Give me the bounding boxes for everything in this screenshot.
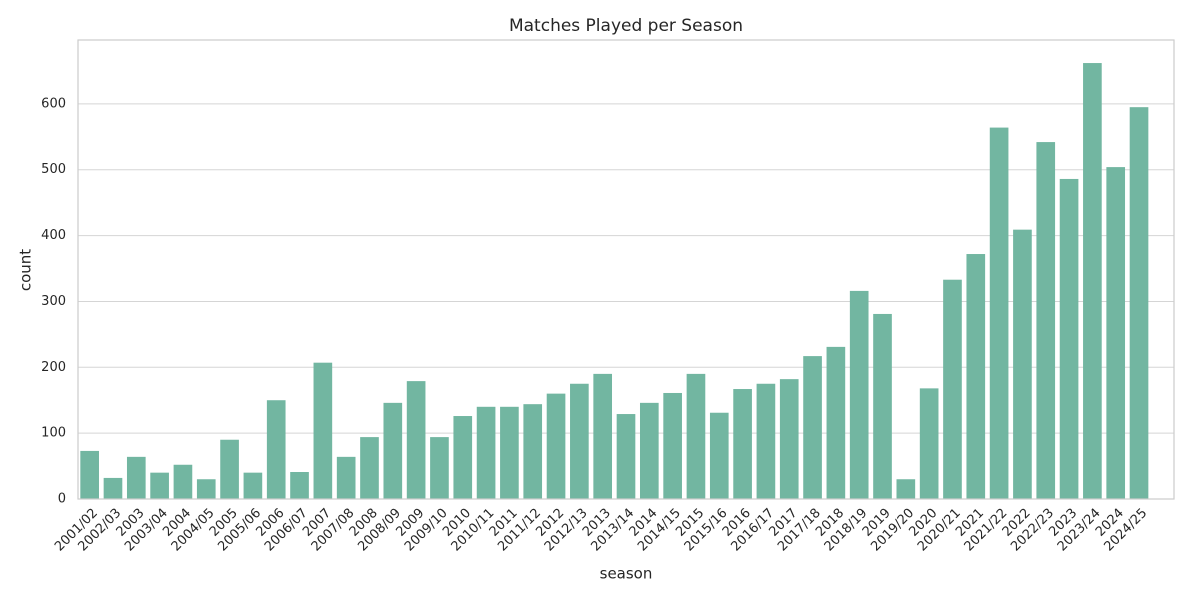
y-tick-label: 500 [41, 162, 66, 177]
bar [383, 402, 403, 499]
bar [196, 479, 216, 499]
bar [663, 392, 682, 499]
bar [406, 381, 426, 499]
chart-title: Matches Played per Season [509, 16, 743, 36]
bar [430, 437, 449, 499]
bar [500, 406, 519, 499]
y-tick-label: 400 [41, 228, 66, 243]
bar [756, 383, 776, 499]
bar [1106, 167, 1126, 499]
bar [873, 313, 892, 499]
bar [803, 356, 822, 499]
bar [1036, 142, 1056, 499]
bar [966, 254, 986, 499]
bar [616, 414, 636, 499]
bar [593, 373, 613, 499]
bar [570, 383, 589, 499]
y-tick-label: 600 [41, 96, 66, 111]
bar [1059, 178, 1079, 499]
bar [849, 290, 869, 499]
x-axis-label: season [600, 565, 653, 583]
bar [243, 472, 263, 499]
bar [523, 404, 543, 499]
bar [989, 127, 1009, 500]
bar [826, 346, 846, 499]
bar [290, 472, 309, 499]
y-tick-label: 0 [58, 492, 66, 507]
bar [266, 400, 286, 499]
bar [360, 437, 379, 499]
plot-frame [77, 39, 1175, 500]
bar [943, 279, 962, 499]
bar [476, 406, 496, 499]
bar [1013, 229, 1032, 499]
bar [313, 362, 333, 499]
bar [709, 412, 729, 499]
bar [336, 456, 356, 499]
y-tick-label: 200 [41, 360, 66, 375]
bar [173, 464, 193, 499]
bar [733, 389, 752, 499]
bar [220, 439, 239, 499]
y-tick-label: 300 [41, 294, 66, 309]
bar [1129, 107, 1149, 500]
y-tick-label: 100 [41, 426, 66, 441]
bar [126, 456, 146, 499]
bar [103, 477, 123, 499]
bar [919, 388, 939, 499]
bar [779, 379, 799, 499]
bar [1083, 63, 1102, 500]
y-axis-label: count [17, 249, 35, 291]
bar [639, 402, 659, 499]
bar [453, 416, 473, 499]
bar [150, 472, 169, 499]
bar [546, 393, 566, 499]
bar [686, 373, 706, 499]
bar [80, 450, 99, 499]
bar [896, 479, 916, 499]
